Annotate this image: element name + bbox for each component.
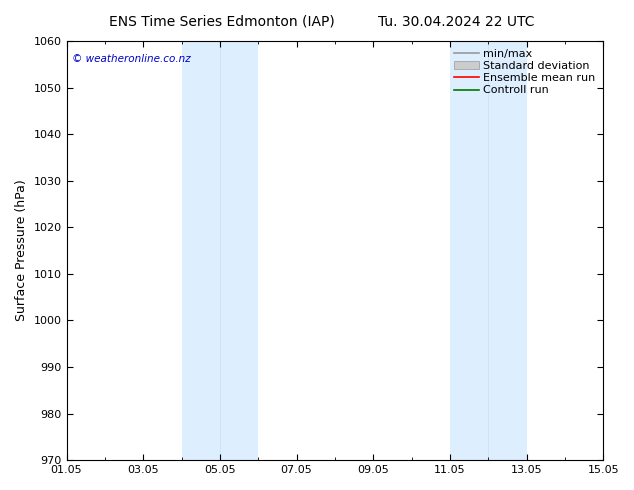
Text: Tu. 30.04.2024 22 UTC: Tu. 30.04.2024 22 UTC (378, 15, 534, 29)
Text: © weatheronline.co.nz: © weatheronline.co.nz (72, 53, 191, 64)
Bar (450, 41, 488, 460)
Text: ENS Time Series Edmonton (IAP): ENS Time Series Edmonton (IAP) (109, 15, 335, 29)
Bar (181, 41, 220, 460)
Legend: min/max, Standard deviation, Ensemble mean run, Controll run: min/max, Standard deviation, Ensemble me… (452, 47, 598, 98)
Bar (488, 41, 526, 460)
Y-axis label: Surface Pressure (hPa): Surface Pressure (hPa) (15, 180, 28, 321)
Bar (220, 41, 258, 460)
